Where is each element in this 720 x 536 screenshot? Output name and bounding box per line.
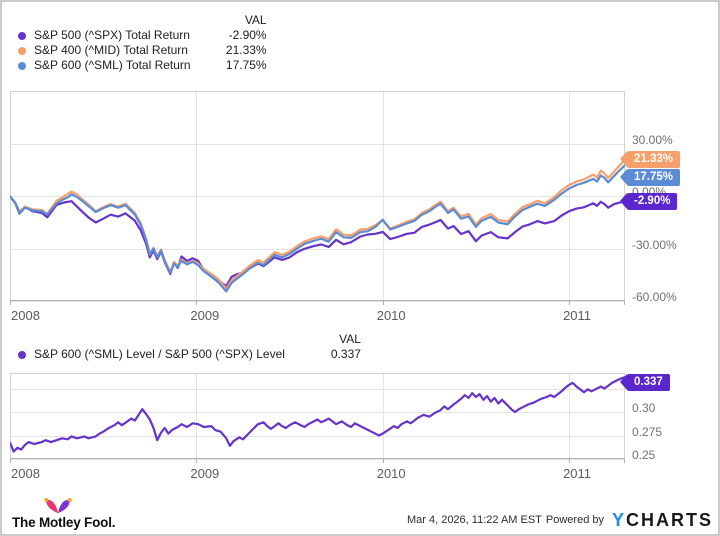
series-line bbox=[8, 376, 627, 453]
total-return-plot-svg bbox=[8, 91, 627, 305]
y-axis-label: -30.00% bbox=[632, 237, 677, 252]
y-axis-label: 30.00% bbox=[632, 133, 673, 148]
legend-dot-icon bbox=[18, 350, 26, 359]
jester-hat-icon bbox=[44, 498, 72, 514]
legend-dot-icon bbox=[18, 61, 26, 70]
x-axis-label: 2008 bbox=[11, 466, 40, 481]
y-axis-label: 0.30 bbox=[632, 401, 656, 415]
legend-item: S&P 600 (^SML) Total Return bbox=[12, 58, 191, 73]
x-axis-label: 2011 bbox=[563, 308, 592, 323]
y-axis-label: 0.25 bbox=[632, 448, 656, 462]
legend-item-label: S&P 400 (^MID) Total Return bbox=[34, 43, 188, 57]
legend-val-header: VAL bbox=[244, 13, 267, 27]
value-badge: -2.90% bbox=[619, 192, 678, 210]
legend-item: S&P 400 (^MID) Total Return bbox=[12, 43, 191, 58]
x-axis-label: 2009 bbox=[190, 308, 220, 323]
legend-item: S&P 600 (^SML) Level / S&P 500 (^SPX) Le… bbox=[12, 347, 285, 362]
legend-item-label: S&P 600 (^SML) Total Return bbox=[34, 58, 191, 72]
x-axis-label: 2010 bbox=[376, 308, 406, 323]
y-axis-label: 0.275 bbox=[632, 424, 663, 439]
ratio-plot-svg bbox=[8, 373, 627, 463]
legend-item-value: 0.337 bbox=[330, 347, 361, 361]
value-badge: 21.33% bbox=[619, 150, 681, 168]
legend-item-value: -2.90% bbox=[228, 28, 267, 42]
legend-item-value: 21.33% bbox=[225, 43, 267, 57]
legend-item-label: S&P 500 (^SPX) Total Return bbox=[34, 28, 190, 42]
legend-ratio: VAL S&P 600 (^SML) Level / S&P 500 (^SPX… bbox=[12, 332, 363, 362]
series-line bbox=[8, 164, 627, 293]
plot-border bbox=[10, 373, 625, 459]
powered-by-label: Powered by bbox=[545, 514, 604, 526]
legend-dot-icon bbox=[18, 46, 26, 55]
legend-dot-icon bbox=[18, 31, 26, 40]
legend-item: S&P 500 (^SPX) Total Return bbox=[12, 28, 191, 43]
footer-attribution: Mar 4, 2026, 11:22 AM EST Powered by YCH… bbox=[407, 510, 713, 530]
ycharts-logo: YCHARTS bbox=[612, 510, 713, 530]
x-axis-label: 2010 bbox=[376, 466, 406, 481]
legend-item-value: 17.75% bbox=[225, 58, 267, 72]
value-badge: 17.75% bbox=[619, 168, 681, 186]
ratio-chart bbox=[8, 373, 627, 470]
x-axis-label: 2008 bbox=[11, 308, 40, 323]
value-badge: 0.337 bbox=[620, 374, 670, 391]
legend-item-label: S&P 600 (^SML) Level / S&P 500 (^SPX) Le… bbox=[34, 347, 285, 361]
y-axis-label: -60.00% bbox=[632, 290, 677, 304]
x-axis-label: 2009 bbox=[190, 466, 220, 481]
legend-total-return: VAL S&P 500 (^SPX) Total Return -2.90% S&P… bbox=[12, 13, 269, 73]
timestamp: Mar 4, 2026, 11:22 AM EST bbox=[406, 514, 542, 526]
legend-header-spacer bbox=[12, 13, 191, 28]
ycharts-logo-y: Y bbox=[611, 510, 626, 530]
motley-fool-wordmark: The Motley Fool. bbox=[12, 515, 116, 530]
series-line bbox=[8, 195, 627, 288]
ycharts-logo-charts: CHARTS bbox=[626, 510, 713, 530]
legend-header-spacer bbox=[12, 332, 285, 347]
total-return-chart bbox=[8, 91, 627, 312]
x-axis-label: 2011 bbox=[563, 466, 592, 481]
legend-val-header: VAL bbox=[339, 332, 361, 346]
